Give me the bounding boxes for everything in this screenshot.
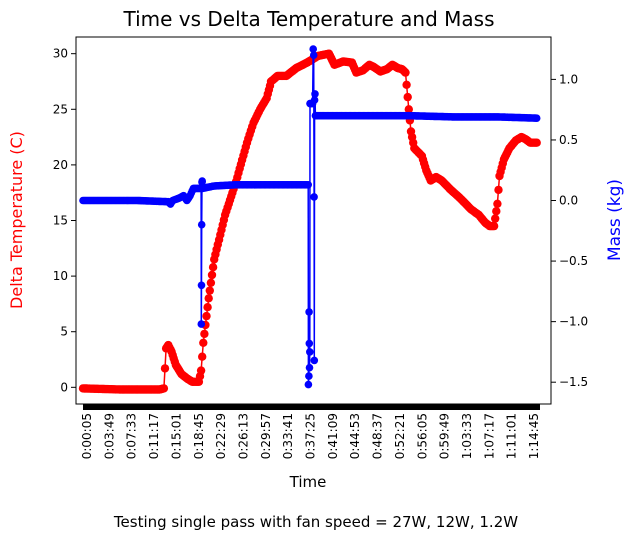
left-axis: 0 5 10 15 20 25 30: [53, 47, 76, 394]
y-right-tick-label: 0.5: [559, 133, 578, 147]
x-tick-band: [83, 404, 540, 410]
mass-point: [309, 51, 318, 59]
mass-point: [309, 45, 318, 53]
x-tick-label: 0:29:57: [259, 413, 273, 459]
delta-temperature-point: [493, 199, 502, 208]
mass-point: [305, 308, 313, 316]
x-tick-label: 1:11:01: [505, 413, 519, 459]
mass-point: [305, 372, 313, 380]
mass-point: [197, 281, 206, 290]
mass-point: [305, 363, 314, 372]
mass-point: [532, 114, 541, 122]
mass-point: [304, 380, 313, 389]
delta-temperature-point: [206, 278, 216, 287]
delta-temperature-point: [196, 366, 206, 375]
delta-temperature-point: [198, 352, 207, 361]
y-right-tick-label: 0.0: [559, 194, 578, 208]
delta-temperature-point: [403, 92, 412, 102]
mass-point: [310, 96, 319, 104]
series-mass: [79, 45, 541, 389]
chart-title: Time vs Delta Temperature and Mass: [122, 7, 494, 31]
delta-temperature-point: [492, 207, 501, 216]
delta-temperature-point: [159, 384, 169, 393]
x-tick-label: 0:07:33: [125, 413, 139, 459]
x-tick-label: 1:14:45: [527, 413, 541, 459]
x-tick-label: 0:44:53: [348, 413, 362, 459]
delta-temperature-point: [404, 105, 413, 114]
y-left-tick-label: 10: [53, 269, 68, 283]
x-tick-label: 0:59:49: [438, 413, 452, 459]
y-right-tick-label: −0.5: [559, 254, 588, 268]
x-tick-label: 1:07:17: [482, 413, 496, 459]
delta-temperature-point: [491, 214, 500, 223]
x-tick-label: 0:33:41: [281, 413, 295, 459]
y-left-tick-label: 20: [53, 158, 68, 172]
y-left-tick-label: 25: [53, 102, 68, 116]
mass-point: [198, 177, 206, 185]
series-delta-temperature: [78, 49, 541, 394]
mass-point: [197, 320, 206, 328]
mass-point: [311, 90, 319, 98]
x-tick-label: 0:26:13: [236, 413, 250, 459]
mass-line: [83, 49, 537, 385]
x-tick-label: 0:03:49: [102, 413, 116, 459]
delta-temperature-point: [205, 286, 214, 295]
mass-point: [304, 181, 313, 189]
x-tick-label: 1:03:33: [460, 413, 474, 459]
right-axis: −1.5 −1.0 −0.5 0.0 0.5 1.0: [551, 72, 588, 389]
mass-point: [310, 356, 319, 365]
delta-temperature-point: [494, 185, 503, 195]
plot-frame: [75, 36, 552, 405]
delta-temperature-point: [207, 270, 217, 280]
x-tick-label: 0:11:17: [147, 413, 161, 459]
x-tick-label: 0:56:05: [415, 413, 429, 459]
delta-temperature-point: [200, 329, 209, 339]
delta-temperature-point: [202, 311, 211, 321]
mass-point: [305, 339, 314, 348]
delta-temperature-point: [199, 338, 208, 347]
y-axis-right-label: Mass (kg): [605, 179, 625, 261]
y-right-tick-label: −1.0: [559, 315, 588, 329]
x-tick-label: 0:37:25: [304, 413, 318, 459]
delta-temperature-point: [160, 364, 170, 373]
delta-temperature-point: [208, 263, 218, 272]
y-right-tick-label: −1.5: [559, 375, 588, 389]
delta-temperature-point: [489, 221, 499, 231]
x-axis-label: Time: [289, 473, 327, 491]
mass-point: [310, 193, 318, 201]
delta-temperature-point: [401, 68, 410, 77]
y-left-tick-label: 30: [53, 47, 68, 61]
x-tick-label: 0:15:01: [169, 413, 183, 459]
y-left-tick-label: 5: [60, 325, 68, 339]
figure-caption: Testing single pass with fan speed = 27W…: [113, 513, 518, 531]
x-tick-label: 0:22:29: [214, 413, 228, 459]
mass-point: [306, 348, 314, 356]
y-left-tick-label: 15: [53, 214, 68, 228]
y-right-tick-label: 1.0: [559, 72, 578, 86]
x-tick-label: 0:52:21: [393, 413, 407, 459]
x-axis: 0:00:05 0:03:49 0:07:33 0:11:17 0:15:01 0:18:…: [80, 404, 541, 459]
y-axis-left-label: Delta Temperature (C): [7, 131, 26, 309]
delta-temperature-point: [204, 294, 213, 303]
delta-temperature-point: [402, 80, 411, 90]
mass-point: [197, 220, 206, 229]
x-tick-label: 0:41:09: [326, 413, 340, 459]
delta-temperature-point: [203, 303, 212, 312]
x-tick-label: 0:00:05: [80, 413, 94, 459]
x-tick-label: 0:18:45: [192, 413, 206, 459]
x-tick-label: 0:48:37: [371, 413, 385, 459]
y-left-tick-label: 0: [60, 380, 68, 394]
delta-temperature-point: [532, 138, 541, 147]
